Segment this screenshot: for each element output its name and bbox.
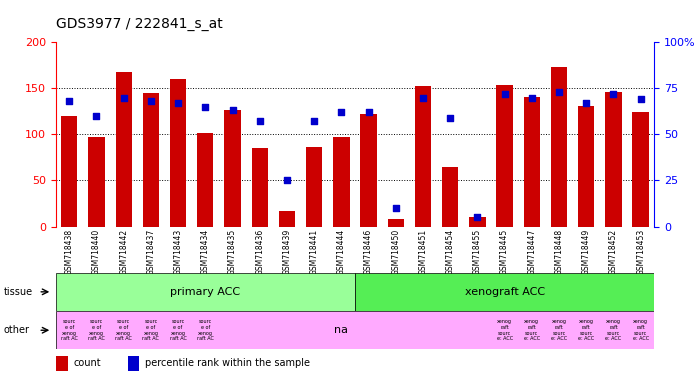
Point	[173, 100, 184, 106]
Bar	[197, 134, 214, 227]
Bar	[143, 93, 159, 227]
Bar	[170, 79, 187, 227]
Point	[145, 98, 157, 104]
Bar	[361, 114, 377, 227]
FancyBboxPatch shape	[56, 273, 355, 311]
Text: GSM718450: GSM718450	[391, 229, 400, 275]
Point	[635, 96, 646, 103]
Text: GSM718454: GSM718454	[445, 229, 454, 275]
Point	[308, 118, 319, 124]
Text: xenog
raft
sourc
e: ACC: xenog raft sourc e: ACC	[578, 319, 594, 341]
Point	[499, 91, 510, 97]
Point	[390, 205, 402, 211]
Point	[91, 113, 102, 119]
Text: GSM718449: GSM718449	[582, 229, 591, 275]
Text: xenog
raft
sourc
e: ACC: xenog raft sourc e: ACC	[496, 319, 513, 341]
Point	[553, 89, 564, 95]
Point	[363, 109, 374, 115]
Bar	[251, 148, 268, 227]
Bar	[606, 92, 622, 227]
Text: xenog
raft
sourc
e: ACC: xenog raft sourc e: ACC	[606, 319, 622, 341]
Point	[281, 177, 292, 184]
Text: count: count	[74, 358, 101, 368]
Bar	[523, 97, 540, 227]
Bar	[61, 116, 77, 227]
Bar	[333, 137, 349, 227]
Text: GSM718451: GSM718451	[418, 229, 427, 275]
Point	[580, 100, 592, 106]
Text: GSM718438: GSM718438	[65, 229, 74, 275]
FancyBboxPatch shape	[355, 273, 654, 311]
FancyBboxPatch shape	[56, 311, 654, 349]
Text: other: other	[3, 325, 29, 335]
Text: sourc
e of
xenog
raft AC: sourc e of xenog raft AC	[116, 319, 132, 341]
Text: sourc
e of
xenog
raft AC: sourc e of xenog raft AC	[61, 319, 78, 341]
Text: GSM718445: GSM718445	[500, 229, 509, 275]
Point	[200, 104, 211, 110]
Bar	[496, 84, 513, 227]
Text: GDS3977 / 222841_s_at: GDS3977 / 222841_s_at	[56, 17, 223, 31]
Bar	[88, 137, 104, 227]
Text: GSM718447: GSM718447	[528, 229, 537, 275]
Point	[418, 94, 429, 101]
Point	[227, 108, 238, 114]
Bar	[415, 86, 431, 227]
Text: GSM718436: GSM718436	[255, 229, 264, 275]
Point	[472, 214, 483, 220]
Text: sourc
e of
xenog
raft AC: sourc e of xenog raft AC	[170, 319, 187, 341]
Bar	[116, 72, 132, 227]
Bar	[551, 67, 567, 227]
Bar	[56, 356, 68, 371]
Bar	[306, 147, 322, 227]
Text: GSM718453: GSM718453	[636, 229, 645, 275]
Text: GSM718439: GSM718439	[283, 229, 292, 275]
Bar	[388, 219, 404, 227]
Point	[254, 118, 265, 124]
Text: xenog
raft
sourc
e: ACC: xenog raft sourc e: ACC	[551, 319, 567, 341]
Point	[445, 115, 456, 121]
Text: xenog
raft
sourc
e: ACC: xenog raft sourc e: ACC	[524, 319, 540, 341]
Bar	[633, 112, 649, 227]
Bar	[469, 217, 486, 227]
Text: percentile rank within the sample: percentile rank within the sample	[145, 358, 310, 368]
Bar	[279, 211, 295, 227]
Text: sourc
e of
xenog
raft AC: sourc e of xenog raft AC	[197, 319, 214, 341]
Text: GSM718440: GSM718440	[92, 229, 101, 275]
Text: tissue: tissue	[3, 287, 33, 297]
Text: sourc
e of
xenog
raft AC: sourc e of xenog raft AC	[88, 319, 105, 341]
Text: GSM718441: GSM718441	[310, 229, 319, 275]
Text: primary ACC: primary ACC	[171, 287, 240, 297]
Text: GSM718442: GSM718442	[119, 229, 128, 275]
Point	[118, 94, 129, 101]
Text: GSM718455: GSM718455	[473, 229, 482, 275]
Text: GSM718434: GSM718434	[201, 229, 209, 275]
Bar	[578, 106, 594, 227]
Text: GSM718452: GSM718452	[609, 229, 618, 275]
Point	[335, 109, 347, 115]
Text: GSM718437: GSM718437	[146, 229, 155, 275]
Point	[608, 91, 619, 97]
Text: GSM718446: GSM718446	[364, 229, 373, 275]
Bar	[224, 111, 241, 227]
Text: xenog
raft
sourc
e: ACC: xenog raft sourc e: ACC	[633, 319, 649, 341]
Text: GSM718443: GSM718443	[173, 229, 182, 275]
Text: na: na	[334, 325, 349, 335]
Bar	[127, 356, 139, 371]
Text: GSM718435: GSM718435	[228, 229, 237, 275]
Text: GSM718448: GSM718448	[555, 229, 564, 275]
Bar	[442, 167, 459, 227]
Text: sourc
e of
xenog
raft AC: sourc e of xenog raft AC	[143, 319, 159, 341]
Point	[526, 94, 537, 101]
Text: GSM718444: GSM718444	[337, 229, 346, 275]
Point	[64, 98, 75, 104]
Text: xenograft ACC: xenograft ACC	[464, 287, 545, 297]
